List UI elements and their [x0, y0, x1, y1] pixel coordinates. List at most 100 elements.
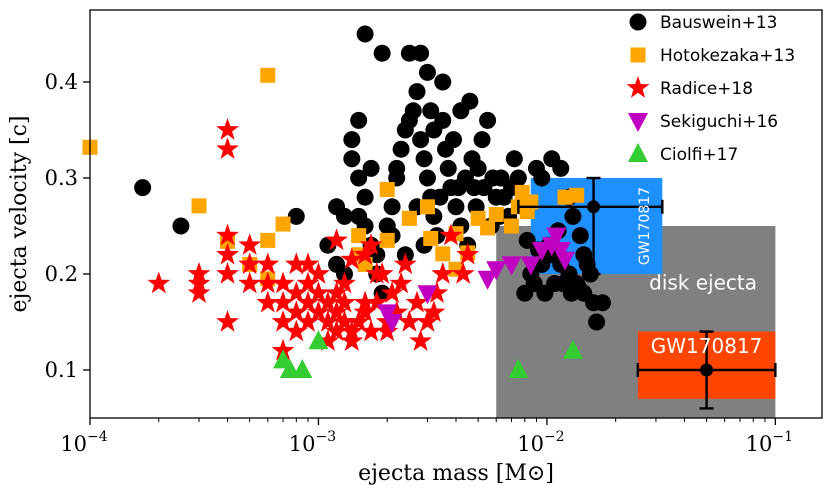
data-point-0-11 — [356, 188, 374, 206]
data-point-0-61 — [444, 131, 462, 149]
data-point-0-1 — [172, 217, 190, 235]
region-labels-layer: disk ejecta GW170817 GW170817 — [637, 187, 762, 358]
series-ciolfi17 — [273, 330, 583, 378]
data-point-2-64 — [425, 281, 449, 303]
x-tick-label-1: 10−3 — [289, 429, 336, 456]
series-radice18 — [147, 118, 480, 361]
data-point-2-24 — [296, 310, 320, 332]
data-point-2-0 — [147, 271, 171, 294]
data-point-3-4 — [486, 261, 507, 281]
data-point-3-10 — [550, 242, 571, 261]
legend-marker-3 — [628, 113, 648, 132]
x-tick-exp-0: −4 — [87, 429, 108, 445]
data-point-4-4 — [508, 359, 529, 378]
data-point-2-58 — [340, 247, 364, 270]
series-bauswein13 — [134, 25, 611, 331]
data-point-0-78 — [533, 169, 551, 187]
data-point-0-33 — [412, 131, 430, 149]
data-point-2-49 — [397, 310, 421, 332]
errorbar-center-1 — [700, 363, 714, 377]
data-point-0-75 — [383, 198, 401, 216]
data-point-0-103 — [570, 279, 588, 297]
legend-item-2: Radice+18 — [626, 76, 753, 99]
legend-marker-2 — [626, 76, 650, 98]
x-tick-exp-1: −3 — [316, 429, 337, 445]
data-point-0-2 — [287, 207, 305, 225]
x-tick-exp-3: −1 — [772, 429, 793, 445]
data-point-2-56 — [456, 242, 480, 265]
data-point-3-6 — [520, 256, 541, 276]
legend-item-1: Hotokezaka+13 — [630, 46, 795, 66]
data-point-2-38 — [340, 329, 364, 351]
data-point-0-96 — [593, 294, 611, 312]
data-point-1-16 — [435, 246, 451, 262]
data-point-2-11 — [238, 252, 262, 275]
data-point-3-11 — [555, 251, 576, 271]
data-point-0-35 — [418, 169, 436, 187]
data-point-2-7 — [216, 242, 239, 265]
data-point-3-2 — [417, 285, 438, 305]
legend-label-4: Ciolfi+17 — [660, 145, 738, 165]
data-point-2-23 — [296, 271, 320, 294]
data-point-2-3 — [187, 271, 211, 294]
data-point-0-31 — [408, 83, 426, 101]
data-point-0-9 — [350, 111, 368, 129]
data-point-2-50 — [405, 290, 429, 313]
data-point-2-14 — [256, 271, 280, 294]
data-point-0-71 — [425, 121, 443, 139]
x-tick-base-1: 10 — [289, 432, 316, 456]
x-tick-label-0: 10−4 — [60, 429, 107, 456]
ticks-layer: 10−4 10−3 10−2 10−10.10.20.30.4 — [45, 70, 793, 456]
data-point-1-8 — [351, 228, 367, 244]
data-point-0-0 — [134, 179, 152, 197]
data-point-0-72 — [449, 179, 467, 197]
data-point-2-36 — [333, 310, 356, 332]
data-point-1-29 — [569, 187, 585, 203]
data-point-0-83 — [571, 227, 589, 245]
data-point-1-28 — [557, 189, 573, 205]
y-tick-label-3: 0.4 — [45, 70, 78, 94]
data-point-0-12 — [362, 159, 380, 177]
data-point-0-10 — [350, 169, 368, 187]
data-point-2-32 — [325, 300, 348, 323]
data-point-0-95 — [588, 313, 606, 331]
legend-item-3: Sekiguchi+16 — [628, 112, 778, 132]
data-point-0-29 — [412, 44, 430, 62]
legend-label-2: Radice+18 — [660, 79, 753, 99]
y-tick-label-1: 0.2 — [45, 262, 78, 286]
data-point-2-33 — [325, 319, 348, 342]
x-tick-base-2: 10 — [517, 432, 544, 456]
data-point-0-80 — [552, 159, 570, 177]
data-point-0-8 — [343, 150, 361, 168]
data-point-1-21 — [480, 220, 496, 236]
data-point-0-62 — [475, 179, 493, 197]
data-point-2-35 — [333, 290, 356, 313]
data-point-2-25 — [307, 262, 330, 284]
data-point-0-25 — [392, 140, 410, 158]
data-point-2-65 — [451, 262, 475, 284]
data-point-0-76 — [388, 159, 406, 177]
gw170817-blue-label: GW170817 — [637, 187, 653, 265]
data-point-2-67 — [296, 252, 320, 275]
data-point-1-23 — [504, 218, 520, 234]
data-point-2-53 — [422, 300, 446, 323]
data-point-1-11 — [379, 232, 395, 248]
data-point-4-5 — [562, 339, 583, 359]
data-point-2-2 — [187, 281, 211, 303]
points-layer — [82, 25, 777, 410]
data-point-2-15 — [256, 290, 280, 313]
data-point-2-8 — [216, 262, 239, 284]
data-point-0-7 — [343, 131, 361, 149]
data-point-1-22 — [488, 206, 504, 222]
series-sekiguchi16 — [377, 227, 576, 333]
data-point-0-107 — [518, 231, 536, 249]
data-point-2-20 — [284, 281, 308, 303]
x-tick-base-3: 10 — [746, 432, 773, 456]
gw170817-orange-label: GW170817 — [651, 334, 763, 358]
data-point-0-34 — [415, 150, 433, 168]
data-point-2-27 — [307, 300, 330, 323]
data-point-2-63 — [389, 271, 413, 294]
data-point-2-66 — [284, 252, 308, 275]
data-point-1-12 — [379, 182, 395, 198]
